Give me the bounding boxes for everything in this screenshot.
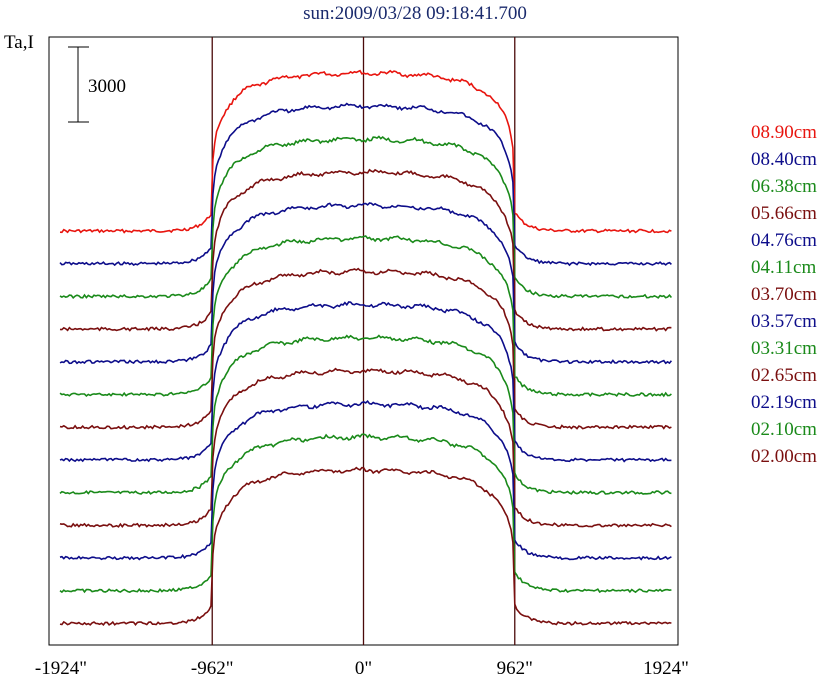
series-line-03.57cm xyxy=(59,301,672,463)
legend-item: 02.10cm xyxy=(751,419,817,440)
series-line-05.66cm xyxy=(59,168,672,332)
series-line-04.11cm xyxy=(59,235,672,398)
legend-item: 06.38cm xyxy=(751,176,817,197)
legend-item: 02.19cm xyxy=(751,392,817,413)
scale-bar-label: 3000 xyxy=(88,76,126,97)
series-line-02.10cm xyxy=(59,433,672,594)
series-line-02.00cm xyxy=(59,466,672,627)
scale-bar: 3000 xyxy=(68,46,126,123)
series-line-04.76cm xyxy=(59,202,673,365)
legend-item: 03.57cm xyxy=(751,311,817,332)
legend-item: 03.31cm xyxy=(751,338,817,359)
series-line-02.19cm xyxy=(59,400,672,561)
chart-title: sun:2009/03/28 09:18:41.700 xyxy=(303,3,527,24)
legend-item: 08.40cm xyxy=(751,149,817,170)
y-axis-label: Ta,I xyxy=(4,32,34,53)
legend-item: 08.90cm xyxy=(751,122,817,143)
series-line-02.65cm xyxy=(59,367,672,529)
legend-item: 02.00cm xyxy=(751,446,817,467)
series-line-06.38cm xyxy=(59,135,673,299)
series-line-03.31cm xyxy=(59,334,672,495)
legend-item: 02.65cm xyxy=(751,365,817,386)
legend-item: 05.66cm xyxy=(751,203,817,224)
series-line-08.90cm xyxy=(59,69,672,234)
x-tick-label: 1924" xyxy=(643,658,689,679)
legend-item: 04.76cm xyxy=(751,230,817,251)
x-tick-label: -1924" xyxy=(35,658,87,679)
series-line-03.70cm xyxy=(59,267,672,430)
legend-item: 03.70cm xyxy=(751,284,817,305)
legend-item: 04.11cm xyxy=(751,257,816,278)
x-tick-label: -962" xyxy=(191,658,234,679)
x-tick-label: 0" xyxy=(355,658,372,679)
series-line-08.40cm xyxy=(59,102,672,267)
x-tick-label: 962" xyxy=(497,658,533,679)
